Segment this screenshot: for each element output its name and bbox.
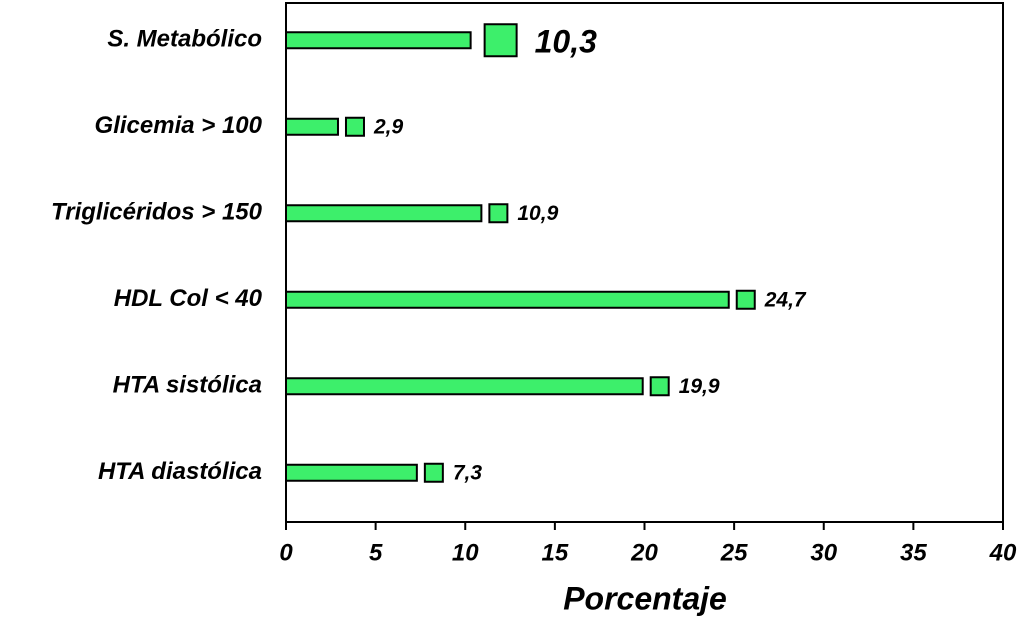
value-label: 24,7: [764, 288, 807, 311]
x-tick-label: 15: [542, 539, 569, 566]
x-tick-label: 35: [900, 539, 927, 566]
bar-cap: [483, 23, 518, 58]
bar-cap: [488, 203, 509, 224]
x-tick-label: 5: [369, 539, 383, 566]
bar: [285, 117, 339, 136]
value-label: 2,9: [373, 115, 404, 138]
y-tick-label: Triglicéridos > 150: [51, 199, 263, 226]
x-tick-label: 10: [452, 539, 479, 566]
value-label: 19,9: [679, 375, 720, 398]
bar: [285, 463, 418, 482]
x-tick-label: 0: [279, 539, 293, 566]
y-tick-label: HTA diastólica: [98, 458, 262, 485]
bar: [285, 31, 472, 50]
plot-frame: [285, 2, 1004, 523]
value-label: 10,3: [535, 24, 597, 60]
bar: [285, 204, 483, 223]
bar: [285, 377, 644, 396]
bar: [285, 290, 730, 309]
x-tick-label: 20: [630, 539, 658, 566]
y-tick-label: HTA sistólica: [113, 372, 262, 399]
value-label: 7,3: [453, 461, 483, 484]
bar-cap: [735, 289, 756, 310]
bar-cap: [344, 116, 365, 137]
x-tick-label: 40: [989, 539, 1017, 566]
value-label: 10,9: [517, 202, 558, 225]
x-tick-label: 25: [720, 539, 748, 566]
y-tick-label: Glicemia > 100: [95, 112, 263, 139]
x-axis-label: Porcentaje: [563, 580, 727, 616]
y-tick-label: HDL Col < 40: [114, 285, 263, 312]
x-tick-label: 30: [810, 539, 837, 566]
y-tick-label: S. Metabólico: [107, 26, 262, 53]
bar-cap: [649, 376, 670, 397]
bar-cap: [423, 462, 444, 483]
